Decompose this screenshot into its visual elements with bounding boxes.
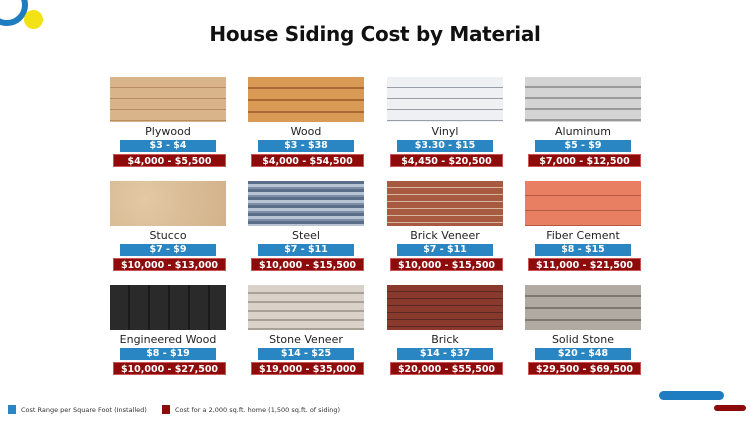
cost-per-home: $10,000 - $15,500 bbox=[251, 258, 364, 271]
material-name: Engineered Wood bbox=[119, 333, 217, 346]
cost-per-sqft: $3 - $4 bbox=[120, 140, 216, 152]
material-image bbox=[525, 285, 641, 330]
material-image bbox=[110, 285, 226, 330]
material-image bbox=[248, 77, 364, 122]
cost-per-home: $29,500 - $69,500 bbox=[528, 362, 641, 375]
material-name: Steel bbox=[292, 229, 320, 242]
material-card: Stone Veneer $14 - $25 $19,000 - $35,000 bbox=[248, 285, 366, 385]
cost-per-sqft: $7 - $11 bbox=[397, 244, 493, 256]
material-name: Wood bbox=[290, 125, 322, 138]
material-name: Plywood bbox=[145, 125, 191, 138]
cost-per-home: $20,000 - $55,500 bbox=[390, 362, 503, 375]
material-image bbox=[110, 181, 226, 226]
cost-per-home: $4,450 - $20,500 bbox=[390, 154, 503, 167]
material-image bbox=[387, 285, 503, 330]
logo-dot-icon bbox=[24, 10, 43, 29]
cost-per-home: $10,000 - $27,500 bbox=[113, 362, 226, 375]
cost-per-sqft: $20 - $48 bbox=[535, 348, 631, 360]
material-card: Solid Stone $20 - $48 $29,500 - $69,500 bbox=[525, 285, 643, 385]
material-image bbox=[525, 77, 641, 122]
material-name: Aluminum bbox=[555, 125, 611, 138]
cost-per-sqft: $7 - $9 bbox=[120, 244, 216, 256]
material-card: Vinyl $3.30 - $15 $4,450 - $20,500 bbox=[387, 77, 505, 177]
cost-per-home: $4,000 - $5,500 bbox=[113, 154, 226, 167]
cost-per-sqft: $5 - $9 bbox=[535, 140, 631, 152]
cost-per-sqft: $3 - $38 bbox=[258, 140, 354, 152]
cost-per-home: $19,000 - $35,000 bbox=[251, 362, 364, 375]
material-card: Wood $3 - $38 $4,000 - $54,500 bbox=[248, 77, 366, 177]
material-card: Aluminum $5 - $9 $7,000 - $12,500 bbox=[525, 77, 643, 177]
material-image bbox=[387, 181, 503, 226]
material-image bbox=[387, 77, 503, 122]
legend-label-sqft: Cost Range per Square Foot (Installed) bbox=[21, 405, 147, 414]
cost-per-home: $7,000 - $12,500 bbox=[528, 154, 641, 167]
page-title: House Siding Cost by Material bbox=[209, 22, 541, 46]
material-card: Steel $7 - $11 $10,000 - $15,500 bbox=[248, 181, 366, 281]
material-card: Plywood $3 - $4 $4,000 - $5,500 bbox=[110, 77, 228, 177]
material-card: Fiber Cement $8 - $15 $11,000 - $21,500 bbox=[525, 181, 643, 281]
material-image bbox=[248, 181, 364, 226]
cost-per-sqft: $8 - $19 bbox=[120, 348, 216, 360]
cost-per-sqft: $14 - $25 bbox=[258, 348, 354, 360]
material-name: Brick bbox=[431, 333, 459, 346]
material-name: Stone Veneer bbox=[269, 333, 343, 346]
cost-per-sqft: $7 - $11 bbox=[258, 244, 354, 256]
cost-per-home: $4,000 - $54,500 bbox=[251, 154, 364, 167]
legend-swatch-red bbox=[162, 405, 170, 414]
material-name: Stucco bbox=[149, 229, 187, 242]
material-card: Engineered Wood $8 - $19 $10,000 - $27,5… bbox=[110, 285, 228, 385]
material-image bbox=[110, 77, 226, 122]
material-name: Vinyl bbox=[431, 125, 459, 138]
decor-bar-blue bbox=[659, 391, 724, 400]
material-name: Fiber Cement bbox=[546, 229, 620, 242]
material-name: Solid Stone bbox=[551, 333, 615, 346]
material-name: Brick Veneer bbox=[410, 229, 480, 242]
cost-per-home: $11,000 - $21,500 bbox=[528, 258, 641, 271]
decor-bar-red bbox=[714, 405, 746, 411]
legend-item-home: Cost for a 2,000 sq.ft. home (1,500 sq.f… bbox=[162, 405, 340, 414]
material-card: Stucco $7 - $9 $10,000 - $13,000 bbox=[110, 181, 228, 281]
cost-per-home: $10,000 - $13,000 bbox=[113, 258, 226, 271]
legend-label-home: Cost for a 2,000 sq.ft. home (1,500 sq.f… bbox=[175, 405, 341, 414]
legend-swatch-blue bbox=[8, 405, 16, 414]
material-card: Brick Veneer $7 - $11 $10,000 - $15,500 bbox=[387, 181, 505, 281]
cost-per-sqft: $8 - $15 bbox=[535, 244, 631, 256]
cost-per-home: $10,000 - $15,500 bbox=[390, 258, 503, 271]
legend-item-sqft: Cost Range per Square Foot (Installed) bbox=[8, 405, 147, 414]
material-image bbox=[525, 181, 641, 226]
cost-per-sqft: $3.30 - $15 bbox=[397, 140, 493, 152]
material-card: Brick $14 - $37 $20,000 - $55,500 bbox=[387, 285, 505, 385]
cost-per-sqft: $14 - $37 bbox=[397, 348, 493, 360]
material-image bbox=[248, 285, 364, 330]
